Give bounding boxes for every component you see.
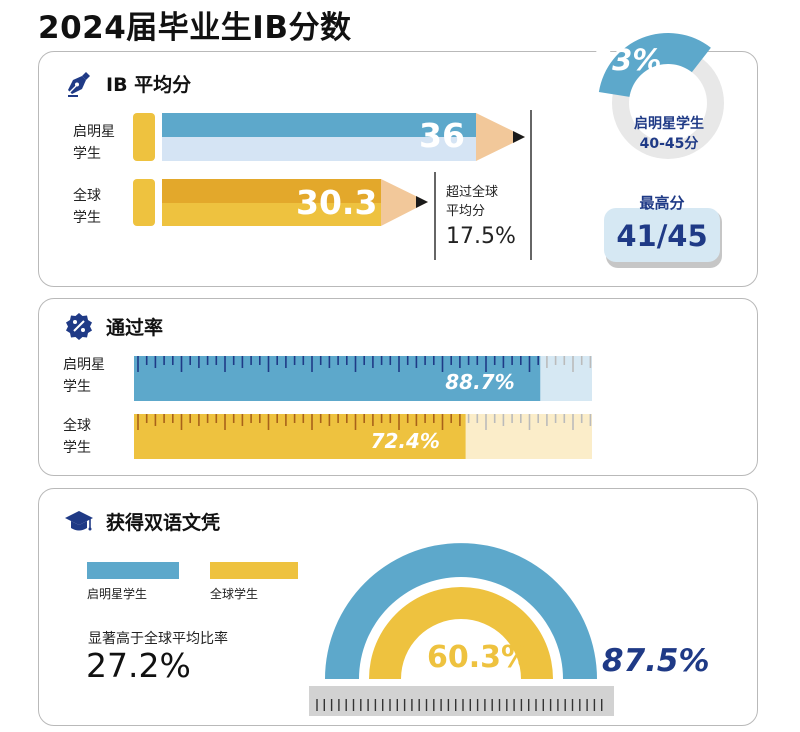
dual-compare-note: 显著高于全球平均比率 [88,631,228,647]
qiming-pencil-bar [133,113,525,161]
global-avg-value: 30.3 [296,183,378,222]
qiming-avg-value: 36 [419,116,465,155]
global-ruler-ticks [137,414,592,430]
legend-label-global: 全球学生 [210,587,259,601]
max-score-label: 最高分 [639,194,685,212]
qiming-label-pass: 启明星 学生 [63,357,105,395]
pencil-bars [133,110,532,260]
qiming-bilingual-arc [325,543,597,679]
global-label-avg: 全球 学生 [73,188,101,226]
donut-percent: 33% [592,43,662,77]
arc-ruler-ticks [316,699,603,711]
bilingual-diploma-panel: 获得双语文凭 启明星学生 全球学生 显著高于全球平均比率 27.2% 60.3%… [38,488,758,726]
exceed-value: 17.5% [446,224,516,249]
page-title: 2024届毕业生IB分数 [38,10,352,46]
fountain-pen-icon [68,72,90,97]
global-pass-value: 72.4% [370,429,440,453]
donut-segment [598,32,711,97]
legend-label-qiming: 启明星学生 [87,587,148,601]
bilingual-header: 获得双语文凭 [64,506,220,536]
bilingual-title: 获得双语文凭 [106,511,221,534]
arc-ruler-base [309,686,614,716]
qiming-pass-bar [134,356,541,401]
max-score-box [604,208,720,262]
pass-rate-rulers [134,356,592,459]
graduation-cap-icon [65,511,93,531]
dual-compare-value: 27.2% [86,646,191,685]
qiming-bilingual-value: 87.5% [602,643,710,679]
qiming-label-avg: 启明星 学生 [73,124,115,162]
qiming-ruler-ticks [137,356,592,372]
percent-badge-icon [66,313,92,340]
global-pencil-bar [133,179,428,226]
global-bilingual-value: 60.3% [427,640,532,675]
ib-average-title: IB 平均分 [106,73,192,96]
bilingual-arc-chart [309,543,614,716]
global-bilingual-arc [369,587,553,679]
global-label-pass: 全球 学生 [63,418,91,456]
exceed-note: 超过全球 平均分 [446,185,499,219]
max-score-value: 41/45 [616,219,708,253]
qiming-pass-value: 88.7% [445,370,515,394]
pass-rate-header: 通过率 [64,311,163,341]
legend-swatch-qiming [87,562,179,579]
global-pass-bar [134,414,466,459]
pass-rate-panel: 通过率 启明星 学生 全球 学生 88.7% 72.4% [38,298,758,476]
donut-caption: 启明星学生 40-45分 [634,116,704,152]
legend-swatch-global [210,562,298,579]
ib-average-header: IB 平均分 [64,68,191,98]
top-students-donut [598,32,724,268]
pass-rate-title: 通过率 [106,316,164,339]
